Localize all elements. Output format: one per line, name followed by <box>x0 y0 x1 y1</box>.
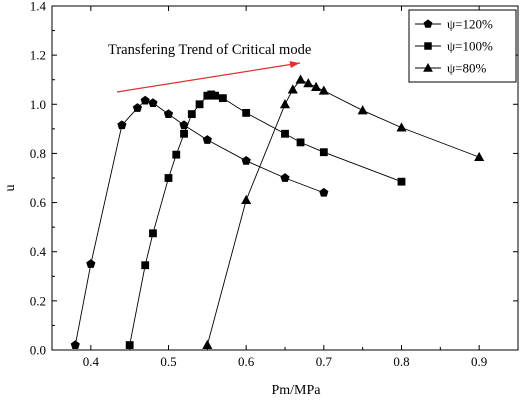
series-line <box>206 79 480 346</box>
series-line <box>74 100 324 346</box>
legend-label: ψ=100% <box>447 39 493 54</box>
legend-marker <box>423 62 433 72</box>
x-tick-label: 0.9 <box>471 354 487 369</box>
series-2 <box>125 90 406 349</box>
data-point <box>287 84 298 94</box>
x-tick-label: 0.6 <box>238 354 255 369</box>
data-point <box>296 138 305 147</box>
legend-item: ψ=80% <box>415 61 486 76</box>
data-point <box>140 95 150 105</box>
series-line <box>129 93 402 346</box>
data-point <box>172 150 181 159</box>
data-point <box>180 129 188 138</box>
data-point <box>187 110 196 119</box>
data-point <box>148 98 158 107</box>
legend: ψ=120% ψ=100% ψ=80% <box>408 9 517 83</box>
x-tick-label: 0.7 <box>316 354 333 369</box>
legend-item: ψ=100% <box>415 39 493 54</box>
data-point <box>396 122 407 132</box>
series-group <box>70 74 485 349</box>
y-tick-label: 1.2 <box>30 48 46 63</box>
data-point <box>141 261 150 270</box>
data-point <box>202 135 212 144</box>
data-point <box>281 129 289 138</box>
series-1 <box>70 95 329 349</box>
data-point <box>163 109 174 119</box>
data-point <box>318 85 329 95</box>
trend-annotation: Transfering Trend of Critical mode <box>108 42 311 93</box>
trend-arrowhead <box>289 61 300 69</box>
data-point <box>241 155 251 165</box>
x-tick-label: 0.4 <box>83 354 100 369</box>
data-point <box>303 78 314 88</box>
legend-label: ψ=120% <box>447 17 493 32</box>
x-axis-title: Pm/MPa <box>271 383 321 398</box>
data-point <box>280 173 290 182</box>
data-point <box>218 94 227 103</box>
legend-marker <box>424 42 432 50</box>
y-axis-title: u <box>3 185 18 192</box>
data-point <box>279 98 291 109</box>
axis-ticks: 0.4 0.5 0.6 0.7 0.8 0.9 0.0 0.2 0.4 0.6 0.8 1.0 1.2 1… <box>30 0 519 369</box>
data-point <box>397 177 406 186</box>
y-tick-label: 0.6 <box>30 195 47 210</box>
data-point <box>195 100 204 109</box>
data-point <box>319 148 328 157</box>
y-tick-label: 1.0 <box>30 97 46 112</box>
trend-arrow <box>116 62 301 93</box>
y-tick-label: 0.0 <box>30 343 46 358</box>
data-point <box>125 341 134 349</box>
legend-item: ψ=120% <box>415 17 493 32</box>
legend-label: ψ=80% <box>447 61 486 76</box>
data-point <box>149 229 157 238</box>
y-tick-label: 0.8 <box>30 146 46 161</box>
data-point <box>202 339 213 349</box>
data-point <box>211 91 220 100</box>
data-point <box>70 340 80 349</box>
data-point <box>242 108 251 117</box>
y-tick-label: 0.2 <box>30 293 46 308</box>
data-point <box>132 103 143 112</box>
data-point <box>319 187 329 197</box>
data-point <box>295 74 306 84</box>
data-point <box>86 259 96 268</box>
data-point <box>117 120 127 130</box>
x-tick-label: 0.5 <box>160 354 176 369</box>
data-point <box>164 174 173 182</box>
data-point <box>311 81 322 91</box>
legend-marker <box>423 19 433 28</box>
y-tick-label: 0.4 <box>30 244 47 259</box>
data-point <box>357 105 368 115</box>
data-point <box>241 194 252 205</box>
data-point <box>474 151 485 162</box>
annotation-text: Transfering Trend of Critical mode <box>108 42 311 58</box>
x-tick-label: 0.8 <box>393 354 409 369</box>
series-3 <box>202 74 485 349</box>
y-tick-label: 1.4 <box>30 0 47 14</box>
